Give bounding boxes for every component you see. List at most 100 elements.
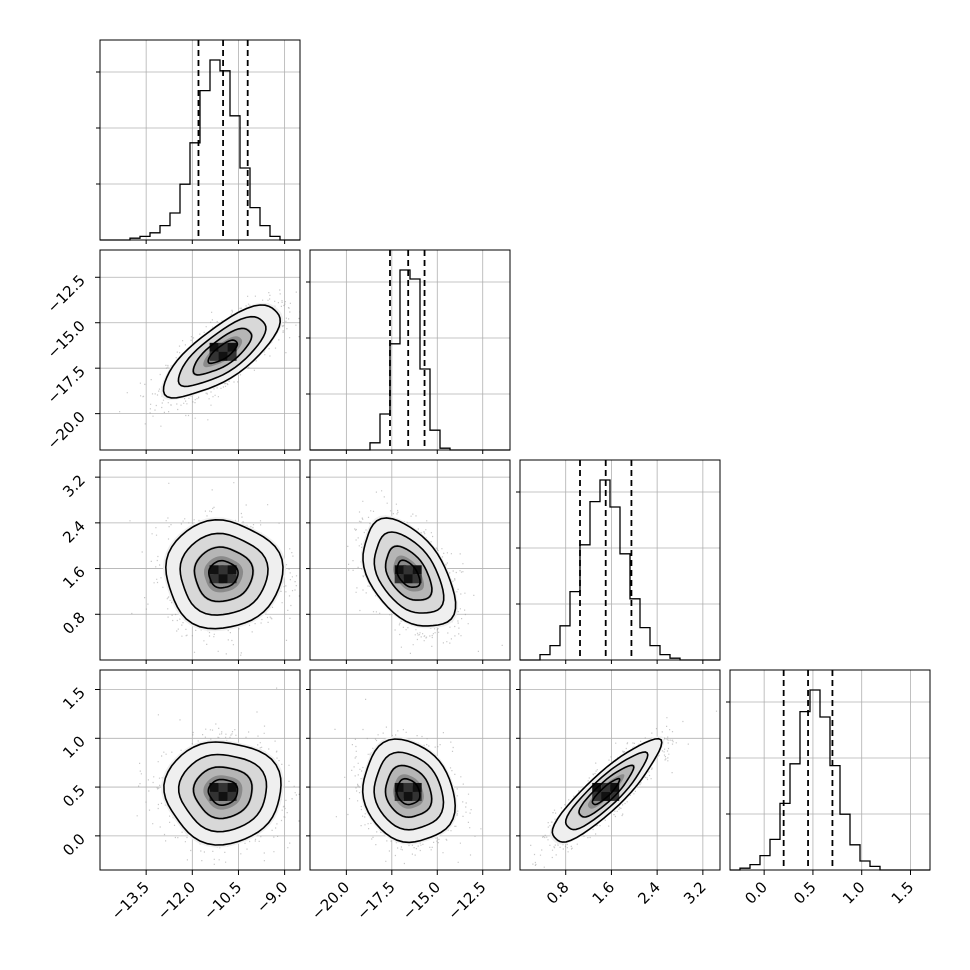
density-pixel (403, 791, 413, 801)
panel-content (129, 482, 300, 656)
contour-line (207, 778, 239, 806)
x-tick-label: 1.0 (839, 878, 869, 908)
density-pixel (218, 565, 228, 575)
density-pixel (227, 342, 237, 352)
contour-line (361, 738, 457, 844)
panel-content (136, 687, 300, 865)
density-pixel (209, 791, 219, 801)
panel-content (119, 289, 300, 427)
histogram-step-line (520, 479, 720, 661)
contour-line (564, 751, 649, 831)
density-pixel (394, 791, 404, 801)
x-tick-label: −12.0 (154, 878, 199, 923)
density-pixel (209, 342, 219, 352)
density-pixel (218, 782, 228, 792)
contour-line (207, 339, 239, 365)
density-pixel (227, 574, 237, 584)
density-pixel (218, 342, 228, 352)
contour-line (373, 531, 445, 614)
y-tick-label: 2.4 (59, 517, 89, 547)
histogram-step-line (100, 59, 300, 241)
panel-frame (309, 459, 511, 661)
contour-line (395, 777, 421, 806)
density-pixel (209, 782, 219, 792)
y-tick-label: 0.5 (59, 781, 89, 811)
panel-frame (99, 459, 301, 661)
histogram-panel-2 (516, 459, 721, 661)
contour-line (192, 327, 253, 376)
panel-frame (519, 669, 721, 871)
density-pixel (227, 782, 237, 792)
contour-line (162, 304, 282, 399)
x-tick-label: −20.0 (308, 878, 353, 923)
panel-frame (99, 39, 301, 241)
density-pixel (218, 351, 228, 361)
contour-line (578, 764, 635, 818)
x-tick-label: 0.5 (790, 878, 820, 908)
y-tick-label: 1.6 (59, 563, 89, 593)
x-tick-label: 1.6 (589, 878, 619, 908)
panel-frame (99, 249, 301, 451)
scatter-panel-1-3 (309, 669, 511, 871)
histogram-panel-3 (726, 669, 931, 871)
histogram-panel-0 (96, 39, 301, 241)
density-core (209, 342, 237, 361)
contour-line (164, 518, 284, 630)
density-pixel (209, 351, 219, 361)
density-pixel (601, 791, 611, 801)
contour-line (373, 751, 445, 831)
contour-line (551, 737, 663, 843)
y-tick-label: 3.2 (59, 471, 89, 501)
density-pixel (209, 565, 219, 575)
x-tick-label: −13.5 (108, 878, 153, 923)
contour-line (192, 766, 253, 820)
density-pixel (218, 574, 228, 584)
density-pixel (394, 782, 404, 792)
y-tick-label: 1.0 (59, 732, 89, 762)
panel-content (530, 710, 718, 868)
density-pixel (227, 351, 237, 361)
y-tick-label: 0.0 (59, 830, 89, 860)
scatter-panel-1-2 (309, 459, 511, 661)
density-pixel (218, 791, 228, 801)
contour-line (396, 559, 421, 588)
contour-line (362, 517, 457, 627)
density-pixel (209, 574, 219, 584)
density-pixel (394, 565, 404, 575)
x-tick-label: 1.5 (888, 878, 918, 908)
scatter-panel-0-1 (99, 249, 301, 451)
x-tick-label: −10.5 (200, 878, 245, 923)
y-tick-label: −20.0 (44, 408, 89, 453)
density-pixel (592, 791, 602, 801)
density-pixel (227, 565, 237, 575)
y-tick-label: 1.5 (59, 684, 89, 714)
scatter-panel-0-3 (99, 669, 301, 871)
density-core (209, 782, 237, 801)
contour-line (179, 532, 269, 616)
x-tick-label: 2.4 (634, 878, 664, 908)
x-tick-label: −15.0 (399, 878, 444, 923)
density-pixel (412, 565, 422, 575)
density-pixel (227, 791, 237, 801)
density-pixel (403, 782, 413, 792)
contour-line (207, 559, 239, 589)
x-tick-label: −9.0 (253, 878, 291, 916)
panel-content (347, 490, 503, 654)
contour-line (163, 741, 282, 846)
y-tick-label: −12.5 (44, 271, 89, 316)
panel-frame (309, 669, 511, 871)
contour-line (384, 545, 433, 601)
y-tick-label: 0.8 (59, 608, 89, 638)
x-tick-label: 0.0 (741, 878, 771, 908)
panel-frame (519, 459, 721, 661)
histogram-panel-1 (306, 249, 511, 451)
x-tick-label: 3.2 (680, 878, 710, 908)
x-tick-label: −12.5 (444, 878, 489, 923)
density-core (209, 565, 237, 584)
density-pixel (601, 782, 611, 792)
panel-content (334, 698, 482, 865)
x-tick-label: 0.8 (543, 878, 573, 908)
contour-line (384, 764, 433, 819)
density-pixel (403, 574, 413, 584)
